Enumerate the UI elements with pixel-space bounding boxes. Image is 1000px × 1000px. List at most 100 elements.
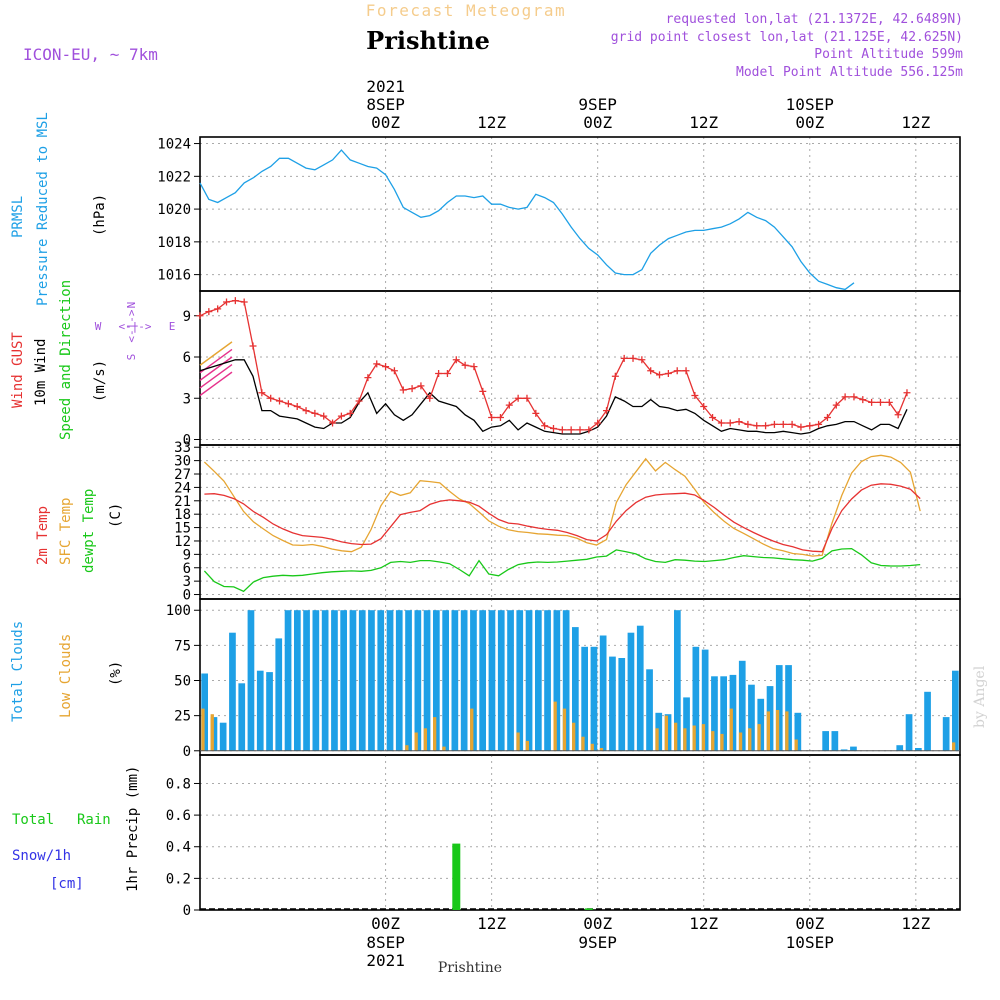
total-cloud-bar [720, 676, 727, 751]
total-cloud-bar [544, 610, 551, 751]
low-cloud-bar [442, 746, 446, 751]
low-cloud-bar [572, 722, 576, 751]
total-cloud-bar [905, 714, 913, 751]
panel-precipitation: 0 0.2 0.4 0.6 0.8 [166, 754, 961, 919]
label-rain: Rain [77, 812, 111, 828]
gust-marker [682, 367, 690, 375]
total-cloud-bar [358, 610, 366, 751]
total-cloud-bar [636, 625, 644, 751]
total-cloud-bar [266, 672, 273, 751]
total-cloud-bar [683, 697, 690, 751]
total-cloud-bar [840, 749, 848, 751]
gust-marker [558, 426, 566, 434]
model-point-altitude: Model Point Altitude 556.125m [736, 65, 963, 80]
temp-panel-labels: 2m Temp SFC Temp dewpt Temp (C) [35, 489, 124, 573]
y-tick-label: 15 [174, 521, 191, 537]
gust-marker [276, 397, 284, 405]
gust-marker [815, 420, 823, 428]
dewpt-line [203, 547, 921, 593]
total-cloud-bar [775, 665, 783, 751]
gust-marker [240, 298, 248, 306]
total-cloud-bar [952, 670, 959, 751]
total-cloud-bar [757, 698, 765, 751]
wind-hatch [199, 371, 233, 397]
gust-marker [585, 426, 593, 434]
gust-marker [311, 409, 319, 417]
gust-marker [488, 414, 496, 421]
gust-marker [364, 374, 372, 382]
panels: 1016101810201022102403690369121518212427… [157, 136, 961, 919]
total-cloud-bar [368, 610, 375, 751]
gust-marker [231, 297, 239, 305]
top-time-label: 9SEP [578, 95, 617, 114]
total-cloud-bar [516, 610, 524, 751]
total-cloud-bar [581, 646, 588, 751]
low-cloud-bar [674, 722, 678, 751]
total-cloud-bar [590, 646, 598, 751]
point-altitude: Point Altitude 599m [814, 47, 963, 62]
wind-hatch [199, 341, 233, 366]
compass-arrows-vertical: <-|-> [125, 309, 138, 342]
low-cloud-bar [581, 736, 585, 751]
gust-marker [770, 420, 778, 428]
gust-marker [258, 389, 266, 397]
top-time-label: 8SEP [366, 95, 405, 114]
gust-marker [726, 419, 734, 427]
gust-marker [841, 393, 849, 401]
total-cloud-bar [609, 656, 616, 751]
title-forecast-meteogram: Forecast Meteogram [366, 1, 566, 20]
compass-arrows: <-|-> [118, 320, 151, 333]
bottom-time-label: 8SEP [366, 933, 405, 952]
total-cloud-bar [748, 684, 755, 751]
footer-location: Prishtine [438, 960, 502, 976]
y-tick-label: 50 [174, 674, 191, 690]
gust-marker [673, 367, 681, 375]
total-cloud-bar [460, 610, 468, 751]
requested-coordinates: requested lon,lat (21.1372E, 42.6489N) [666, 12, 963, 27]
label-snow: Snow/1h [12, 848, 71, 864]
gust-marker [337, 412, 345, 420]
gust-marker [620, 354, 628, 362]
bottom-time-label: 10SEP [786, 933, 834, 952]
y-tick-label: 1020 [157, 202, 191, 218]
gust-marker [205, 308, 213, 316]
total-cloud-bar [442, 610, 449, 751]
total-cloud-bar [572, 627, 579, 751]
gust-marker [806, 422, 814, 430]
bottom-time-label: 2021 [366, 951, 405, 970]
gust-marker [346, 409, 354, 417]
total-cloud-bar [229, 632, 236, 751]
gust-marker [249, 342, 257, 350]
gust-marker [196, 312, 204, 320]
low-cloud-bar [738, 732, 743, 751]
gust-marker [293, 403, 301, 410]
bottom-time-label: 12Z [477, 914, 506, 933]
low-cloud-bar [952, 742, 956, 751]
low-cloud-bar [664, 715, 668, 751]
top-time-label: 00Z [371, 113, 400, 132]
total-cloud-bar [794, 712, 802, 751]
top-time-label: 2021 [366, 77, 405, 96]
y-tick-label: 0 [183, 588, 191, 604]
total-cloud-bar [525, 610, 533, 751]
label-2m-temp: 2m Temp [35, 506, 51, 565]
gust-marker [788, 420, 796, 428]
gust-marker [532, 409, 540, 417]
low-cloud-bar [470, 708, 474, 751]
low-cloud-bar [590, 743, 594, 751]
low-cloud-bar [720, 733, 724, 751]
total-cloud-bar [247, 610, 255, 751]
y-tick-label: 100 [166, 603, 191, 619]
model-label: ICON-EU, ~ 7km [23, 45, 158, 64]
total-cloud-bar [423, 610, 431, 751]
panel-wind: 0 3 6 9 [183, 290, 961, 449]
low-cloud-bar [433, 717, 437, 751]
total-cloud-bar [201, 673, 208, 751]
gust-marker [223, 298, 231, 306]
low-cloud-bar [683, 728, 687, 751]
total-cloud-bar [618, 658, 626, 751]
y-tick-label: 1016 [157, 268, 191, 284]
gust-marker [656, 371, 664, 379]
gust-marker [329, 419, 337, 427]
gust-marker [611, 372, 619, 380]
